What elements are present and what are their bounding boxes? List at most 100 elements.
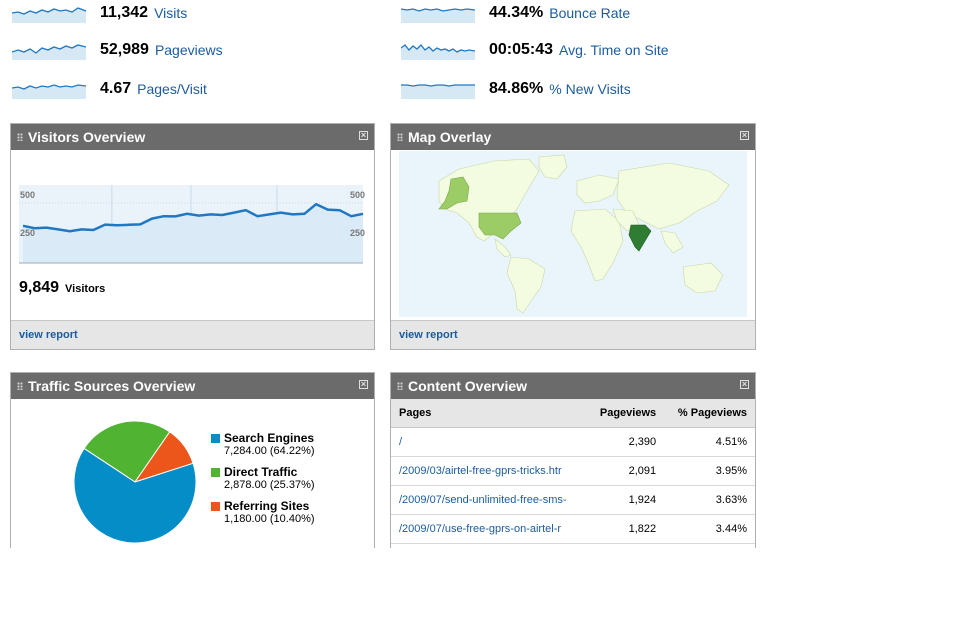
visitors-overview-header[interactable]: Visitors Overview ×: [11, 124, 374, 150]
table-row: / 2,390 4.51%: [391, 427, 755, 457]
metric-value: 00:05:43: [489, 41, 554, 58]
india-region[interactable]: [628, 224, 652, 252]
y-tick-label: 500: [20, 190, 35, 200]
usa-region[interactable]: [478, 212, 522, 240]
close-icon[interactable]: ×: [740, 130, 749, 140]
metric-pageviews: 52,989 Pageviews: [12, 38, 223, 62]
pageviews-cell: 1,924: [586, 485, 665, 515]
metric-visits: 11,342 Visits: [12, 1, 187, 25]
pie-slice-search-engines[interactable]: [73, 447, 197, 543]
view-report-link[interactable]: view report: [19, 329, 78, 341]
traffic-pie-chart[interactable]: [69, 413, 209, 543]
page-link[interactable]: /2009/07/use-free-gprs-on-airtel-r: [391, 514, 587, 544]
pct-cell: 3.44%: [664, 514, 755, 544]
pie-slice-direct-traffic[interactable]: [83, 420, 171, 483]
view-report-link[interactable]: view report: [399, 329, 458, 341]
pct-cell: 3.95%: [664, 456, 755, 486]
legend-label: Direct Traffic: [224, 465, 298, 479]
visitors-total: 9,849 Visitors: [19, 279, 105, 297]
drag-grip-icon[interactable]: [397, 133, 403, 141]
close-icon[interactable]: ×: [740, 379, 749, 389]
panel-title: Map Overlay: [408, 129, 492, 145]
legend-value: 1,180.00 (10.40%): [224, 513, 315, 525]
panel-footer: view report: [11, 320, 374, 349]
visits-link[interactable]: Visits: [154, 5, 188, 21]
legend-value: 2,878.00 (25.37%): [224, 479, 315, 491]
avg-time-link[interactable]: Avg. Time on Site: [559, 42, 669, 58]
pageviews-sparkline: [12, 44, 86, 60]
legend-swatch: [211, 467, 220, 477]
visitors-area: [23, 204, 363, 263]
legend-value: 7,284.00 (64.22%): [224, 445, 315, 457]
bounce-rate-sparkline: [401, 8, 475, 23]
col-header-pages[interactable]: Pages: [391, 399, 587, 428]
metric-pages-visit: 4.67 Pages/Visit: [12, 77, 207, 101]
panel-title: Traffic Sources Overview: [28, 378, 196, 394]
page-link[interactable]: /2009/07/send-unlimited-free-sms-: [391, 485, 587, 515]
alaska-region[interactable]: [438, 176, 470, 210]
visitors-count: 9,849: [19, 279, 60, 296]
close-icon[interactable]: ×: [359, 379, 368, 389]
pct-cell: 4.51%: [664, 427, 755, 457]
traffic-sources-panel: Traffic Sources Overview × Search Engine…: [10, 372, 375, 548]
visitors-chart: 500 250 500 250: [19, 185, 365, 264]
col-header-pct-pageviews[interactable]: % Pageviews: [664, 399, 755, 428]
legend-item-search-engines[interactable]: Search Engines 7,284.00 (64.22%): [211, 431, 315, 457]
metric-value: 44.34%: [489, 4, 544, 21]
content-overview-header[interactable]: Content Overview ×: [391, 373, 755, 399]
panel-title: Content Overview: [408, 378, 528, 394]
visitors-line: [22, 202, 364, 233]
y-tick-label: 250: [20, 228, 35, 238]
page-link[interactable]: /2009/03/airtel-free-gprs-tricks.htr: [391, 456, 587, 486]
panel-title: Visitors Overview: [28, 129, 146, 145]
traffic-sources-header[interactable]: Traffic Sources Overview ×: [11, 373, 374, 399]
y-tick-label-right: 500: [350, 190, 365, 200]
legend-swatch: [211, 501, 220, 511]
visitors-count-label: Visitors: [65, 283, 106, 295]
page-link[interactable]: /: [391, 427, 587, 457]
drag-grip-icon[interactable]: [397, 382, 403, 390]
panel-footer: view report: [391, 320, 755, 349]
visits-sparkline: [12, 7, 86, 23]
metric-new-visits: 84.86% % New Visits: [401, 77, 631, 101]
metric-avg-time: 00:05:43 Avg. Time on Site: [401, 38, 669, 62]
new-visits-link[interactable]: % New Visits: [549, 81, 631, 97]
legend-swatch: [211, 433, 220, 443]
legend-label: Referring Sites: [224, 499, 310, 513]
close-icon[interactable]: ×: [359, 130, 368, 140]
content-table: Pages Pageviews % Pageviews / 2,390 4.51…: [391, 399, 755, 544]
pct-cell: 3.63%: [664, 485, 755, 515]
world-map[interactable]: [399, 151, 747, 317]
traffic-legend: Search Engines 7,284.00 (64.22%) Direct …: [211, 431, 315, 533]
pages-visit-sparkline: [12, 84, 86, 99]
table-header-row: Pages Pageviews % Pageviews: [391, 399, 755, 428]
map-overlay-panel: Map Overlay ×: [390, 123, 756, 350]
content-overview-panel: Content Overview × Pages Pageviews % Pag…: [390, 372, 756, 548]
legend-item-direct-traffic[interactable]: Direct Traffic 2,878.00 (25.37%): [211, 465, 315, 491]
new-visits-sparkline: [401, 84, 475, 99]
world-map-graphic: [438, 154, 730, 314]
pages-visit-link[interactable]: Pages/Visit: [137, 81, 207, 97]
pageviews-cell: 2,091: [586, 456, 665, 486]
y-tick-label-right: 250: [350, 228, 365, 238]
table-row: /2009/07/use-free-gprs-on-airtel-r 1,822…: [391, 514, 755, 544]
avg-time-sparkline: [401, 44, 475, 60]
pageviews-cell: 2,390: [586, 427, 665, 457]
metric-value: 84.86%: [489, 80, 544, 97]
pageviews-link[interactable]: Pageviews: [154, 42, 223, 58]
legend-item-referring-sites[interactable]: Referring Sites 1,180.00 (10.40%): [211, 499, 315, 525]
table-row: /2009/07/send-unlimited-free-sms- 1,924 …: [391, 485, 755, 515]
metric-value: 4.67: [100, 80, 132, 97]
col-header-pageviews[interactable]: Pageviews: [586, 399, 665, 428]
bounce-rate-link[interactable]: Bounce Rate: [549, 5, 631, 21]
visitors-overview-panel: Visitors Overview × 500 250 500 250 9,84…: [10, 123, 375, 350]
metric-value: 52,989: [100, 41, 149, 58]
map-overlay-header[interactable]: Map Overlay ×: [391, 124, 755, 150]
pageviews-cell: 1,822: [586, 514, 665, 544]
legend-label: Search Engines: [224, 431, 315, 445]
drag-grip-icon[interactable]: [17, 382, 23, 390]
drag-grip-icon[interactable]: [17, 133, 23, 141]
table-row: /2009/03/airtel-free-gprs-tricks.htr 2,0…: [391, 456, 755, 486]
metric-bounce-rate: 44.34% Bounce Rate: [401, 1, 630, 25]
metric-value: 11,342: [100, 4, 149, 21]
